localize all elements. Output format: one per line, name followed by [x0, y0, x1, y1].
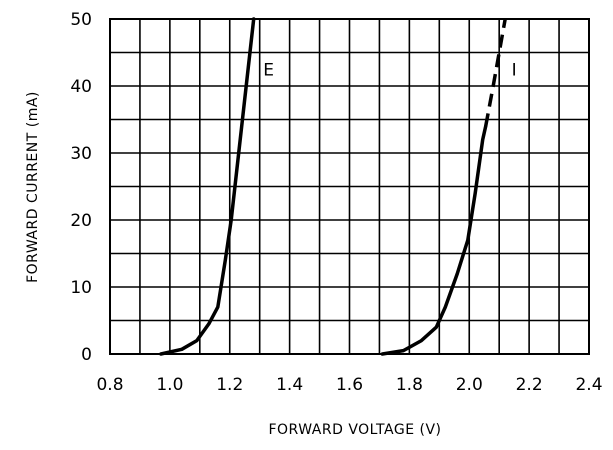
- curve-label-e: E: [263, 60, 274, 80]
- x-tick-label: 2.4: [575, 375, 602, 395]
- x-axis-title: FORWARD VOLTAGE (V): [268, 422, 441, 438]
- y-tick-labels: 0 10 20 30 40 50: [70, 10, 92, 365]
- x-tick-label: 1.0: [156, 375, 183, 395]
- series-e-line: [159, 17, 256, 356]
- x-tick-labels: 0.8 1.0 1.2 1.4 1.6 1.8 2.0 2.2 2.4: [96, 375, 602, 395]
- series-i-line: [380, 124, 488, 356]
- y-tick-label: 50: [70, 10, 92, 30]
- series-i-dashed-line: [483, 18, 507, 127]
- grid: [109, 18, 590, 355]
- y-tick-label: 20: [70, 211, 92, 231]
- x-tick-label: 1.6: [336, 375, 363, 395]
- x-tick-label: 1.8: [396, 375, 423, 395]
- x-tick-label: 0.8: [96, 375, 123, 395]
- y-tick-label: 10: [70, 278, 92, 298]
- curve-label-i: I: [512, 60, 517, 80]
- x-tick-label: 1.4: [276, 375, 303, 395]
- x-tick-label: 2.2: [516, 375, 543, 395]
- plot-frame: [109, 18, 590, 355]
- plot-border: [109, 18, 590, 355]
- series-layer: [159, 17, 507, 356]
- y-tick-label: 0: [81, 345, 92, 365]
- y-tick-label: 40: [70, 77, 92, 97]
- y-axis-title: FORWARD CURRENT (mA): [25, 91, 41, 283]
- x-tick-label: 1.2: [216, 375, 243, 395]
- x-tick-label: 2.0: [456, 375, 483, 395]
- y-tick-label: 30: [70, 144, 92, 164]
